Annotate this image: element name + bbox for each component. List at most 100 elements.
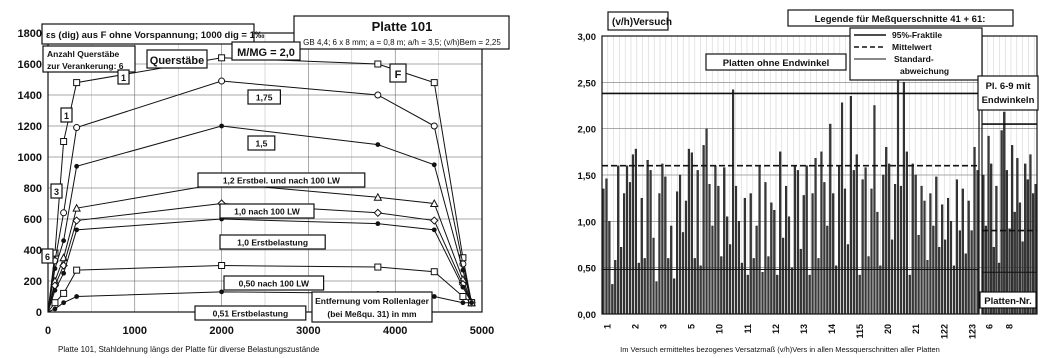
series-label-box — [194, 305, 307, 321]
steel-strain-chart: 0 200 400 600 800 1000 1200 1400 1600 1800 0 1000 20… — [18, 15, 510, 354]
bar — [667, 258, 670, 315]
series-label-box — [223, 275, 325, 291]
bar — [761, 272, 764, 315]
bar — [620, 247, 623, 315]
bar — [614, 260, 617, 315]
bar — [734, 185, 738, 315]
bar — [617, 165, 620, 315]
ohne-label: Platten ohne Endwinkel — [723, 58, 830, 69]
bar — [843, 188, 847, 315]
bar — [949, 221, 953, 315]
reference-lines — [602, 92, 1037, 273]
xlabel-box — [311, 291, 433, 323]
bar — [935, 176, 938, 315]
bar — [964, 253, 967, 315]
bar — [743, 197, 746, 315]
bar — [605, 178, 608, 315]
bar — [952, 265, 956, 315]
series-point — [73, 124, 81, 132]
bar — [625, 165, 629, 315]
y-tick-label: 400 — [24, 245, 42, 257]
series-point — [373, 192, 383, 201]
bar — [1003, 111, 1006, 315]
x-tick-label: 3000 — [296, 325, 320, 337]
box-7-label: 1 — [121, 73, 126, 83]
legend-std-1: Standard- — [894, 54, 934, 64]
bar — [690, 152, 693, 315]
series-point — [431, 294, 437, 299]
bar — [861, 179, 864, 315]
bar — [608, 221, 611, 315]
ylabel-box — [607, 11, 669, 31]
bar — [773, 210, 776, 315]
left-axes: 0 200 400 600 800 1000 1200 1400 1600 1800 0 1000 20… — [18, 28, 495, 337]
anzahl-text-1: Anzahl Querstäbe — [47, 49, 120, 59]
box-6-label: 6 — [45, 252, 50, 262]
y-tick-label: 1200 — [18, 121, 42, 133]
x-tick-label: 10 — [715, 324, 725, 334]
left-caption: Platte 101, Stahldehnung längs der Platt… — [58, 345, 320, 354]
x-tick-label: 12 — [771, 324, 781, 334]
bar — [705, 128, 708, 315]
y-tick-label: 3,00 — [578, 32, 597, 43]
bar — [808, 274, 811, 315]
bar — [938, 247, 941, 315]
f-label: F — [395, 69, 402, 81]
bar — [817, 258, 820, 315]
series-point — [52, 266, 58, 271]
series-point — [374, 91, 382, 99]
x-tick-label: 8 — [1004, 324, 1014, 329]
x-tick-label: 13 — [799, 324, 809, 334]
bar — [893, 184, 897, 315]
series-point — [374, 60, 382, 68]
series-point — [459, 293, 467, 300]
x-tick-label: 6 — [984, 324, 994, 329]
f-box — [389, 63, 407, 83]
y-tick-label: 800 — [24, 183, 42, 195]
legend-std-2: abweichung — [900, 66, 949, 76]
series-point — [72, 203, 81, 212]
bar — [976, 170, 979, 315]
series-point — [218, 262, 226, 269]
y-tick-label: 200 — [24, 276, 42, 288]
bar — [796, 170, 799, 315]
bar — [661, 163, 664, 315]
bar — [955, 179, 958, 315]
bar — [920, 185, 923, 315]
bar — [737, 221, 741, 315]
box-3 — [50, 183, 63, 199]
series-point — [460, 267, 466, 273]
x-tick-label: 115 — [855, 324, 865, 339]
bar — [973, 146, 976, 315]
series-point — [51, 299, 59, 307]
series-point — [375, 142, 381, 148]
series-labels: 1,75 1,5 1,2 Erstbel. und nach 100 LW 1,0 n… — [194, 89, 366, 321]
bar — [838, 165, 841, 315]
bar — [1029, 154, 1032, 315]
bar — [846, 244, 850, 315]
series-point — [61, 270, 67, 276]
bar — [1000, 130, 1003, 315]
bar — [1016, 158, 1019, 315]
legend-title: Legende für Meßquerschnitte 41 + 61: — [815, 14, 986, 25]
bar — [914, 174, 917, 315]
y-tick-label: 2,00 — [578, 125, 597, 136]
bar — [879, 265, 882, 315]
bar — [961, 188, 964, 315]
bar — [720, 256, 723, 315]
box-1 — [60, 107, 73, 123]
bar — [623, 193, 626, 315]
bar — [958, 230, 961, 315]
x-tick-label: 1000 — [123, 325, 147, 337]
series-label-box — [219, 234, 326, 250]
bar — [746, 274, 749, 315]
bar — [676, 191, 679, 315]
series-point — [60, 289, 68, 297]
bar — [820, 151, 823, 315]
series-point — [431, 227, 437, 233]
series-point — [460, 300, 466, 306]
bar — [611, 284, 614, 315]
bar — [723, 167, 726, 315]
mmg-box — [231, 41, 301, 61]
bar — [779, 151, 782, 315]
